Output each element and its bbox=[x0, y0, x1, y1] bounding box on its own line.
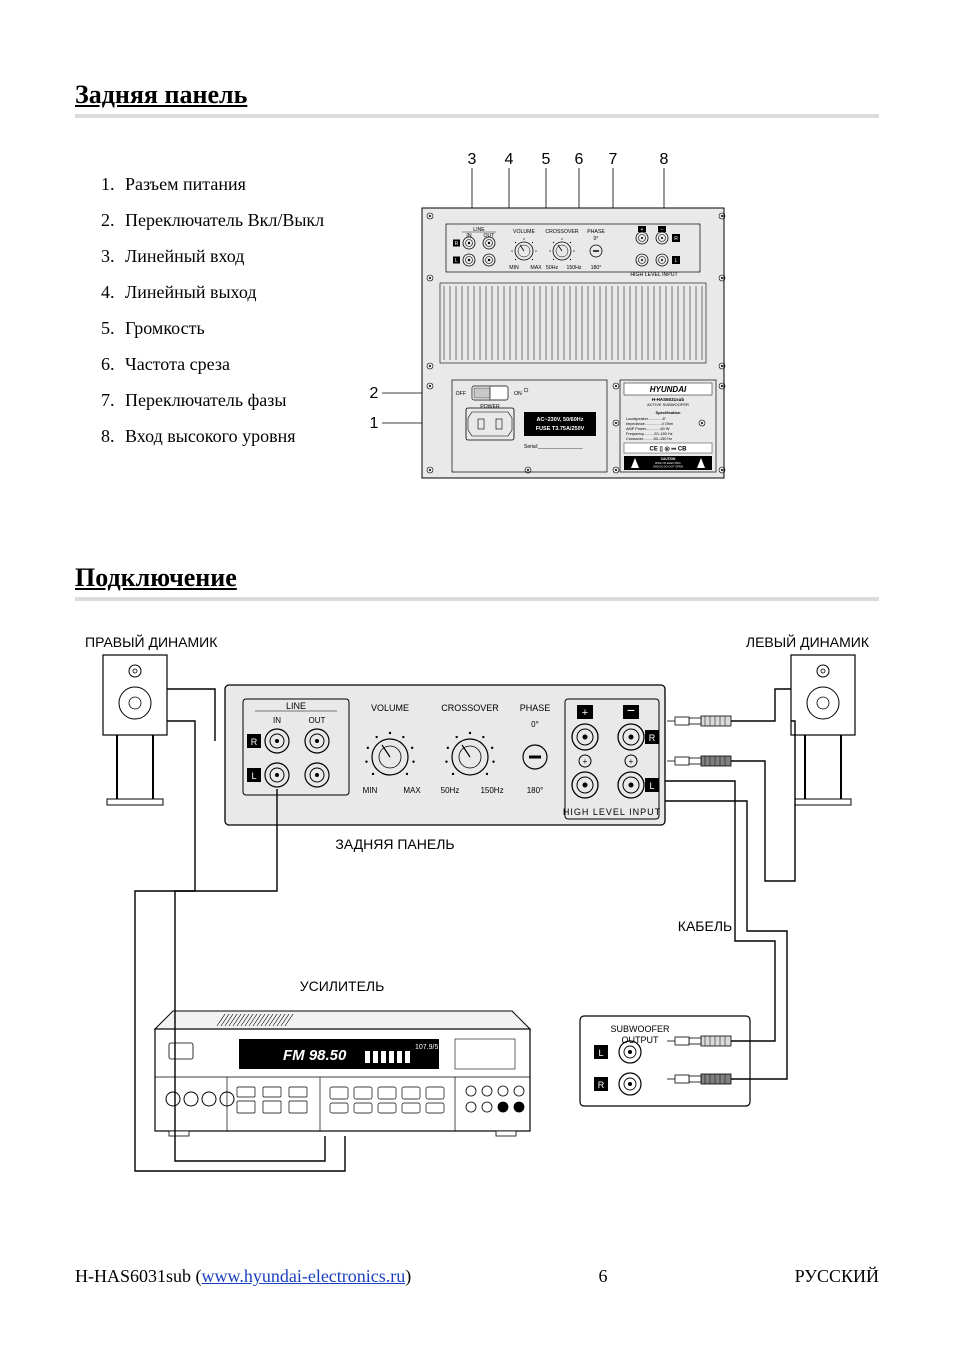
svg-text:180°: 180° bbox=[591, 265, 602, 271]
svg-text:Impedance................4 Ohm: Impedance................4 Ohm bbox=[626, 422, 673, 426]
svg-text:8: 8 bbox=[660, 151, 669, 168]
svg-text:180°: 180° bbox=[527, 786, 544, 795]
svg-text:R: R bbox=[598, 1080, 605, 1090]
svg-text:+: + bbox=[583, 757, 588, 766]
svg-text:PHASE: PHASE bbox=[587, 229, 605, 235]
rear-panel-list: Разъем питанияПереключатель Вкл/ВыклЛине… bbox=[75, 166, 324, 493]
svg-text:ON: ON bbox=[514, 391, 522, 397]
svg-text:L: L bbox=[251, 771, 256, 781]
svg-text:6: 6 bbox=[575, 151, 584, 168]
svg-text:HYUNDAI: HYUNDAI bbox=[650, 385, 687, 394]
svg-text:HIGH LEVEL INPUT: HIGH LEVEL INPUT bbox=[563, 807, 661, 817]
svg-text:ACTIVE SUBWOOFER: ACTIVE SUBWOOFER bbox=[647, 402, 689, 407]
svg-text:SHOCK DO NOT OPEN: SHOCK DO NOT OPEN bbox=[653, 465, 683, 469]
svg-text:5: 5 bbox=[542, 151, 551, 168]
svg-text:IN: IN bbox=[467, 233, 472, 239]
svg-text:7: 7 bbox=[609, 151, 618, 168]
svg-text:R: R bbox=[251, 737, 258, 747]
section1-title: Задняя панель bbox=[75, 80, 879, 110]
svg-text:+: + bbox=[582, 707, 588, 719]
svg-text:R: R bbox=[649, 733, 656, 743]
svg-text:L: L bbox=[455, 258, 458, 264]
svg-text:R: R bbox=[674, 236, 678, 242]
svg-text:1: 1 bbox=[370, 415, 379, 432]
rear-panel-diagram: 34567821LINEINOUTRLVOLUMEMINMAXCROSSOVER… bbox=[354, 148, 734, 493]
svg-text:Specification: Specification bbox=[656, 410, 681, 415]
svg-text:3: 3 bbox=[468, 151, 477, 168]
list-item: Частота среза bbox=[119, 346, 324, 382]
svg-text:0°: 0° bbox=[531, 720, 539, 729]
svg-text:ПРАВЫЙ ДИНАМИК: ПРАВЫЙ ДИНАМИК bbox=[85, 633, 218, 650]
svg-text:L: L bbox=[649, 781, 654, 791]
svg-text:ЛЕВЫЙ ДИНАМИК: ЛЕВЫЙ ДИНАМИК bbox=[746, 633, 870, 650]
list-item: Переключатель Вкл/Выкл bbox=[119, 202, 324, 238]
svg-text:OUTPUT: OUTPUT bbox=[622, 1035, 660, 1045]
svg-text:ЗАДНЯЯ ПАНЕЛЬ: ЗАДНЯЯ ПАНЕЛЬ bbox=[335, 836, 454, 852]
svg-text:Crossover..........50–150 Hz: Crossover..........50–150 Hz bbox=[626, 437, 672, 441]
section-rule bbox=[75, 114, 879, 118]
svg-text:+: + bbox=[629, 757, 634, 766]
svg-text:Frequency..........20–150 Hz: Frequency..........20–150 Hz bbox=[626, 432, 673, 436]
svg-text:50Hz: 50Hz bbox=[546, 265, 559, 271]
list-item: Линейный выход bbox=[119, 274, 324, 310]
svg-text:SUBWOOFER: SUBWOOFER bbox=[610, 1024, 670, 1034]
svg-text:POWER: POWER bbox=[480, 404, 500, 410]
section2-title: Подключение bbox=[75, 563, 879, 593]
svg-text:2: 2 bbox=[370, 385, 379, 402]
svg-text:+: + bbox=[641, 227, 644, 233]
svg-text:CROSSOVER: CROSSOVER bbox=[441, 703, 499, 713]
svg-text:AC~230V, 50/60Hz: AC~230V, 50/60Hz bbox=[537, 417, 584, 423]
footer-link[interactable]: www.hyundai-electronics.ru bbox=[202, 1266, 406, 1286]
svg-text:MIN: MIN bbox=[509, 265, 519, 271]
connection-diagram: ПРАВЫЙ ДИНАМИК ЛЕВЫЙ ДИНАМИК LINE IN OUT R L VO… bbox=[75, 631, 879, 1196]
svg-text:IN: IN bbox=[273, 716, 281, 725]
svg-text:FM 98.50: FM 98.50 bbox=[283, 1047, 347, 1064]
footer-left: H-HAS6031sub (www.hyundai-electronics.ru… bbox=[75, 1266, 411, 1287]
page-number: 6 bbox=[411, 1266, 794, 1287]
svg-text:КАБЕЛЬ: КАБЕЛЬ bbox=[678, 918, 732, 934]
svg-text:150Hz: 150Hz bbox=[567, 265, 582, 271]
svg-text:LINE: LINE bbox=[286, 701, 306, 711]
svg-text:VOLUME: VOLUME bbox=[513, 229, 535, 235]
svg-text:OUT: OUT bbox=[309, 716, 326, 725]
svg-text:VOLUME: VOLUME bbox=[371, 703, 409, 713]
svg-text:−: − bbox=[661, 227, 664, 233]
svg-text:CROSSOVER: CROSSOVER bbox=[546, 229, 579, 235]
svg-text:L: L bbox=[675, 258, 678, 264]
svg-text:4: 4 bbox=[505, 151, 514, 168]
page-footer: H-HAS6031sub (www.hyundai-electronics.ru… bbox=[75, 1266, 879, 1287]
svg-text:150Hz: 150Hz bbox=[480, 786, 503, 795]
svg-text:−: − bbox=[627, 702, 635, 718]
svg-text:AMP Power..............60 W: AMP Power..............60 W bbox=[626, 427, 670, 431]
svg-text:107.9/5: 107.9/5 bbox=[415, 1044, 438, 1051]
svg-text:CE ▯ ◎ ⎓ CB: CE ▯ ◎ ⎓ CB bbox=[650, 447, 688, 453]
model: H-HAS6031sub bbox=[75, 1266, 191, 1286]
svg-text:MIN: MIN bbox=[363, 786, 378, 795]
svg-text:Loudspeaker..............8": Loudspeaker..............8" bbox=[626, 417, 667, 421]
svg-text:R: R bbox=[455, 241, 459, 247]
svg-text:MAX: MAX bbox=[403, 786, 421, 795]
svg-text:50Hz: 50Hz bbox=[441, 786, 460, 795]
footer-lang: РУССКИЙ bbox=[795, 1266, 879, 1287]
svg-text:HIGH LEVEL INPUT: HIGH LEVEL INPUT bbox=[630, 272, 678, 278]
section-rule bbox=[75, 597, 879, 601]
svg-text:FUSE T3.75A/250V: FUSE T3.75A/250V bbox=[536, 426, 585, 432]
list-item: Вход высокого уровня bbox=[119, 418, 324, 454]
svg-text:УСИЛИТЕЛЬ: УСИЛИТЕЛЬ bbox=[300, 978, 385, 994]
svg-text:PHASE: PHASE bbox=[520, 703, 551, 713]
list-item: Линейный вход bbox=[119, 238, 324, 274]
svg-text:OFF: OFF bbox=[456, 391, 466, 397]
list-item: Переключатель фазы bbox=[119, 382, 324, 418]
svg-text:0°: 0° bbox=[594, 236, 599, 242]
svg-text:Serial:________________: Serial:________________ bbox=[524, 444, 583, 450]
svg-text:MAX: MAX bbox=[531, 265, 543, 271]
list-item: Разъем питания bbox=[119, 166, 324, 202]
svg-text:L: L bbox=[598, 1048, 603, 1058]
list-item: Громкость bbox=[119, 310, 324, 346]
